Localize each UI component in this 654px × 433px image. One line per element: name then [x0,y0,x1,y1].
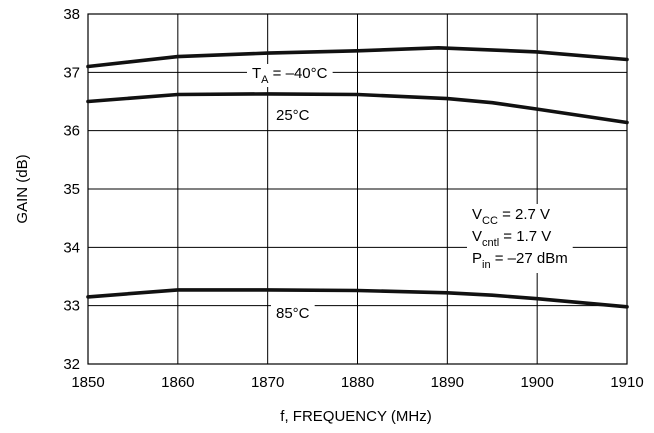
x-tick-label-1910: 1910 [610,374,643,391]
y-tick-label-35: 35 [63,181,80,198]
data-curves [86,45,629,309]
x-tick-label-1880: 1880 [341,374,374,391]
condition-pin: Pin = –27 dBm [472,250,568,271]
x-axis-title: f, FREQUENCY (MHz) [280,408,431,425]
y-tick-label-32: 32 [63,356,80,373]
curve-labels: TA = –40°C 25°C 85°C [252,65,328,322]
x-tick-label-1900: 1900 [520,374,553,391]
label-bg-85c [271,304,315,323]
conditions-bg [467,204,573,273]
y-tick-label-38: 38 [63,6,80,23]
series-label-85c: 85°C [276,305,310,322]
x-tick-label-1860: 1860 [161,374,194,391]
y-tick-label-33: 33 [63,298,80,315]
x-tick-label-1850: 1850 [71,374,104,391]
y-tick-label-36: 36 [63,123,80,140]
conditions-block: VCC = 2.7 V Vcntl = 1.7 V Pin = –27 dBm [472,206,568,271]
x-tick-label-1870: 1870 [251,374,284,391]
tick-labels: 1850 1860 1870 1880 1890 1900 1910 32 33 34 35 36 37… [63,6,643,391]
y-tick-label-37: 37 [63,64,80,81]
curve-85c [86,288,629,309]
series-label-ta: TA = –40°C [252,65,328,86]
y-axis-title: GAIN (dB) [14,154,31,223]
series-label-25c: 25°C [276,107,310,124]
curve-25c [86,92,629,125]
x-tick-label-1890: 1890 [431,374,464,391]
label-bg-ta [247,64,333,87]
plot-frame [87,13,628,365]
condition-vcc: VCC = 2.7 V [472,206,550,227]
grid-lines [87,13,628,365]
condition-vcntl: Vcntl = 1.7 V [472,228,551,249]
curve-minus-40c [86,45,629,69]
label-backgrounds [247,64,573,323]
label-bg-25c [271,106,315,125]
y-tick-label-34: 34 [63,239,80,256]
